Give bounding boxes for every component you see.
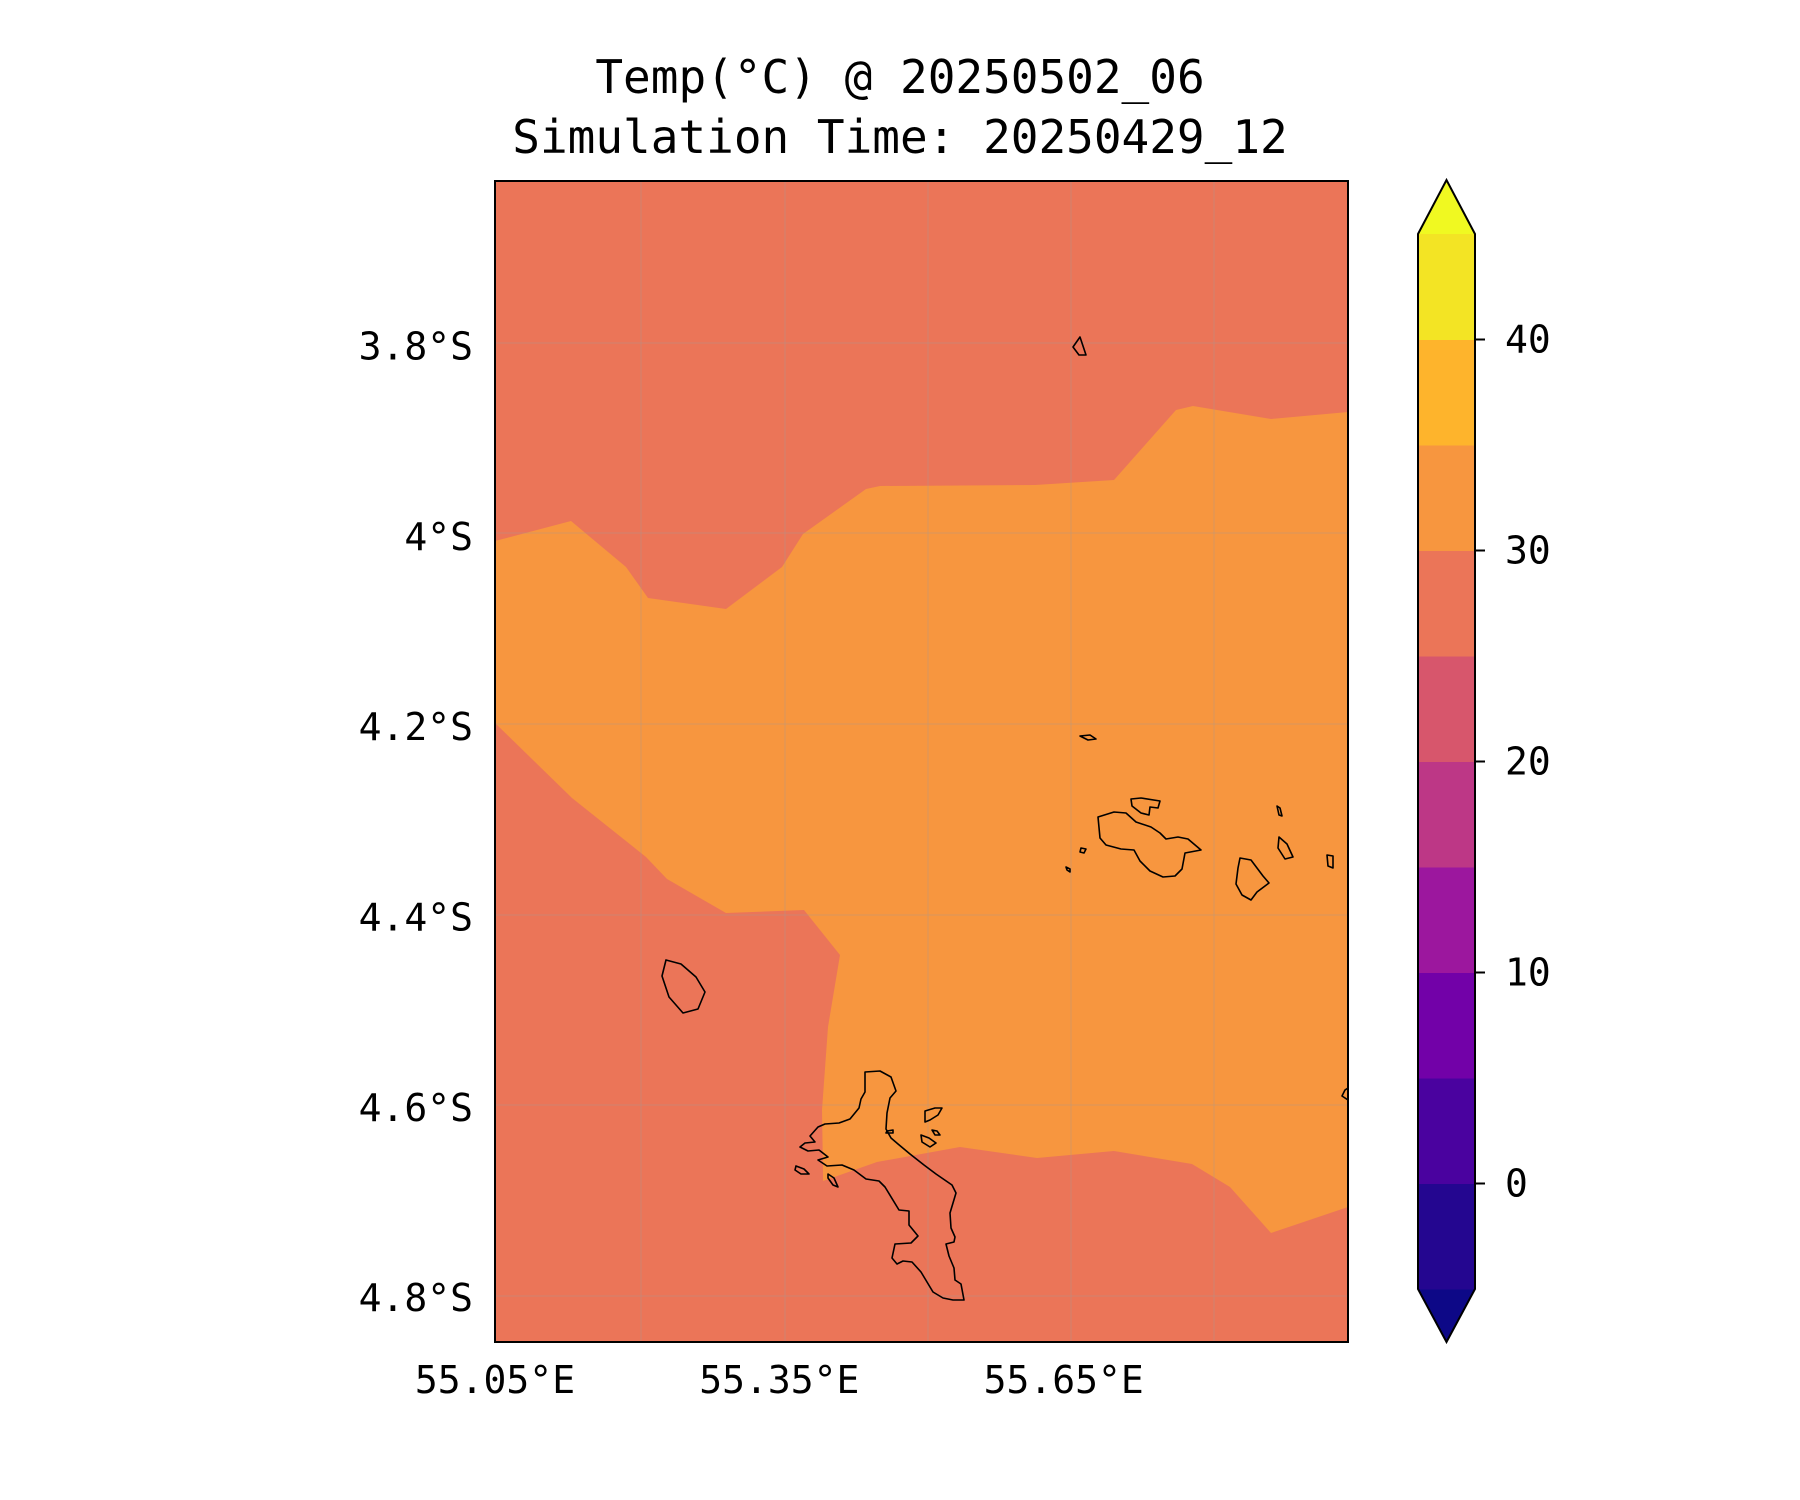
coastline-praslin-island xyxy=(1097,811,1202,878)
colorbar-band-6 xyxy=(1418,550,1475,657)
coastline-islet-east-2 xyxy=(1326,854,1334,869)
coastline-bird-island xyxy=(1072,336,1087,356)
map-panel xyxy=(495,181,1348,1342)
temperature-field-30-35 xyxy=(495,406,1348,1233)
colorbar-band-9 xyxy=(1418,234,1475,340)
coastline-la-digue-island xyxy=(1235,857,1270,901)
map-frame xyxy=(494,180,1349,1343)
coastline-islet-west-praslin-2 xyxy=(1065,866,1071,873)
coastline-curieuse-island xyxy=(1130,797,1161,816)
coastline-therese-island xyxy=(794,1165,810,1175)
longitude-axis: 55.05°E 55.35°E 55.65°E xyxy=(415,1358,1144,1402)
coastline-conception-island xyxy=(827,1173,839,1188)
coastline-moyenne-islet xyxy=(931,1129,941,1136)
gridlines xyxy=(495,181,1348,1342)
colorbar-tick-label-0: 0 xyxy=(1505,1162,1528,1206)
colorbar-band-5 xyxy=(1418,656,1475,762)
colorbar-outline xyxy=(1417,177,1476,1345)
lat-tick-label-5: 4.8°S xyxy=(359,1276,473,1320)
colorbar-extend-over xyxy=(1418,180,1475,234)
lon-tick-label-0: 55.05°E xyxy=(415,1358,575,1402)
colorbar-band-8 xyxy=(1418,339,1475,446)
coastline-cerf-island xyxy=(920,1134,937,1148)
colorbar-band-7 xyxy=(1418,445,1475,551)
lon-tick-label-2: 55.65°E xyxy=(984,1358,1144,1402)
colorbar-band-4 xyxy=(1418,761,1475,868)
colorbar-band-0 xyxy=(1418,1183,1475,1290)
colorbar-tick-label-3: 30 xyxy=(1505,529,1551,573)
lat-tick-label-2: 4.2°S xyxy=(359,705,473,749)
colorbar-tick-label-4: 40 xyxy=(1505,318,1551,362)
colorbar-band-2 xyxy=(1418,972,1475,1079)
colorbar: 0 10 20 30 40 xyxy=(1417,177,1551,1345)
coastline-ste-anne-island xyxy=(924,1107,943,1123)
colorbar-band-3 xyxy=(1418,867,1475,973)
coastline-islet-north xyxy=(1079,734,1097,741)
colorbar-tick-label-2: 20 xyxy=(1505,740,1551,784)
colorbar-extend-under xyxy=(1418,1289,1475,1342)
lat-tick-label-3: 4.4°S xyxy=(359,896,473,940)
lat-tick-label-4: 4.6°S xyxy=(359,1086,473,1130)
colorbar-tick-label-1: 10 xyxy=(1505,951,1551,995)
lat-tick-label-1: 4°S xyxy=(404,515,473,559)
colorbar-band-1 xyxy=(1418,1078,1475,1184)
plot-subtitle: Simulation Time: 20250429_12 xyxy=(512,110,1288,164)
plot-title: Temp(°C) @ 20250502_06 xyxy=(595,50,1205,104)
coastline-islet-west-praslin-1 xyxy=(1079,847,1087,854)
latitude-axis: 3.8°S 4°S 4.2°S 4.4°S 4.6°S 4.8°S xyxy=(359,325,473,1321)
coastline-islet-mahe-east xyxy=(885,1129,894,1134)
lat-tick-label-0: 3.8°S xyxy=(359,325,473,369)
lon-tick-label-1: 55.35°E xyxy=(699,1358,859,1402)
coastline-islet-east-1 xyxy=(1276,805,1283,817)
coastline-mahe-island xyxy=(799,1070,965,1301)
coastline-felicite-island xyxy=(1277,836,1294,860)
coastline-silhouette-island xyxy=(661,959,706,1014)
coastlines xyxy=(661,336,1348,1301)
